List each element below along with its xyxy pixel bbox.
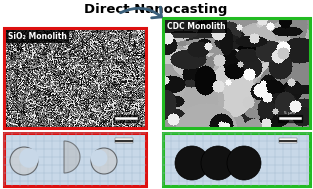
Circle shape: [19, 148, 39, 168]
Bar: [163, 18, 310, 128]
Circle shape: [227, 146, 261, 180]
Circle shape: [90, 149, 107, 167]
Circle shape: [201, 146, 235, 180]
Text: 5 μm: 5 μm: [285, 111, 295, 115]
FancyArrowPatch shape: [121, 7, 162, 18]
Bar: [279, 138, 297, 143]
Text: CDC Monolith: CDC Monolith: [167, 22, 226, 31]
Circle shape: [175, 146, 209, 180]
Circle shape: [91, 148, 117, 174]
Bar: [115, 138, 133, 143]
Bar: [4, 28, 146, 128]
Bar: [163, 133, 310, 186]
Text: Direct Nanocasting: Direct Nanocasting: [84, 3, 228, 16]
Bar: [4, 133, 146, 186]
Text: 5 μm: 5 μm: [121, 111, 131, 115]
Polygon shape: [64, 141, 80, 173]
Text: SiO₂ Monolith: SiO₂ Monolith: [8, 32, 67, 41]
Circle shape: [10, 147, 38, 175]
